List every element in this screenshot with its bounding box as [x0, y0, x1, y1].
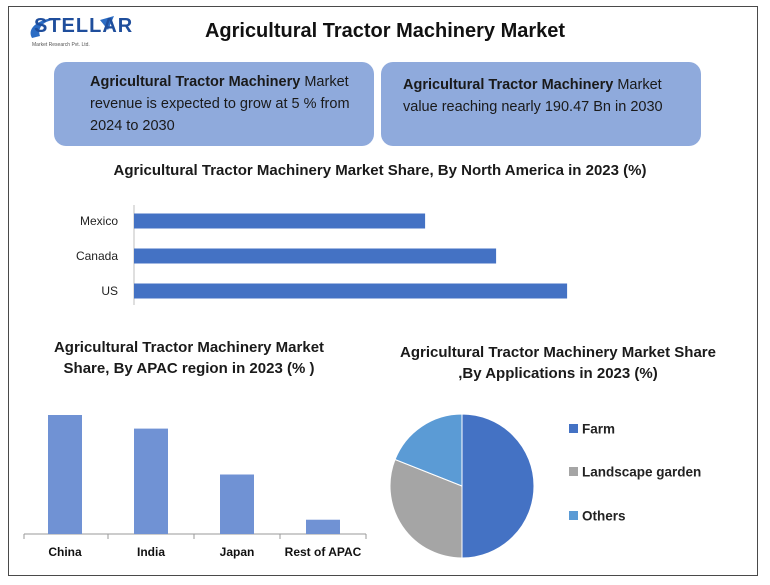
- pie-legend-swatch: [569, 467, 578, 476]
- pie-legend-swatch: [569, 511, 578, 520]
- na-bar: [134, 283, 568, 299]
- apac-chart-title: Agricultural Tractor Machinery Market Sh…: [53, 339, 325, 377]
- growth-callout: Agricultural Tractor Machinery Market re…: [54, 62, 374, 146]
- pie-legend-swatch: [569, 424, 578, 433]
- apac-bar: [134, 428, 168, 534]
- na-bar: [134, 248, 497, 264]
- callout-text: Market value reaching nearly 190.47 Bn i…: [403, 77, 663, 115]
- callout-bold-text: Agricultural Tractor Machinery: [403, 77, 614, 93]
- apac-bar: [306, 519, 340, 534]
- apac-category-label: China: [48, 545, 82, 559]
- logo-text: STELLAR: [34, 15, 134, 37]
- callout-text: Market revenue is expected to grow at 5 …: [90, 74, 350, 134]
- na-category-label: Canada: [76, 249, 118, 263]
- apac-category-label: India: [137, 545, 165, 559]
- north-america-chart-title: Agricultural Tractor Machinery Market Sh…: [113, 162, 647, 179]
- apac-category-label: Rest of APAC: [285, 545, 362, 559]
- logo-subtext: Market Research Pvt. Ltd.: [32, 42, 90, 48]
- callout-bold-text: Agricultural Tractor Machinery: [90, 74, 301, 90]
- apac-category-label: Japan: [220, 545, 255, 559]
- pie-legend-label: Others: [582, 509, 626, 524]
- na-bar: [134, 213, 426, 229]
- apac-bar: [220, 474, 254, 534]
- stellar-logo: STELLAR Market Research Pvt. Ltd.: [22, 14, 132, 56]
- page-title: Agricultural Tractor Machinery Market: [204, 20, 566, 42]
- na-category-label: Mexico: [80, 214, 118, 228]
- pie-slice: [394, 413, 463, 487]
- apac-bar: [48, 415, 82, 534]
- applications-chart-title: Agricultural Tractor Machinery Market Sh…: [400, 344, 716, 382]
- pie-slice: [389, 458, 463, 559]
- logo-swoosh-icon: [30, 16, 114, 38]
- pie-legend-label: Landscape garden: [582, 465, 701, 480]
- pie-slice: [461, 413, 535, 559]
- na-category-label: US: [101, 284, 118, 298]
- pie-legend-label: Farm: [582, 422, 615, 437]
- value-callout: Agricultural Tractor Machinery Market va…: [381, 62, 701, 146]
